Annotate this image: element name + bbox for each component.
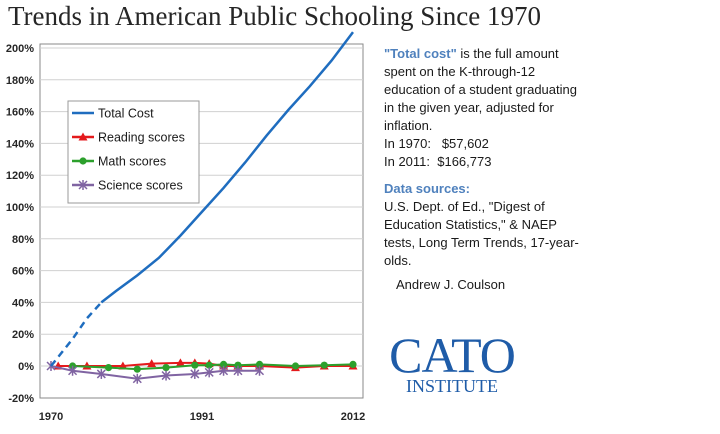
data-point (191, 361, 199, 369)
data-point (219, 365, 229, 376)
y-tick-label: 120% (6, 170, 34, 182)
x-tick-label: 1970 (39, 411, 63, 423)
data-point (233, 365, 243, 376)
logo-wordmark: CATO (389, 327, 516, 383)
series-line-dashed (50, 301, 103, 367)
sources-heading: Data sources: (384, 181, 470, 196)
data-point (349, 360, 357, 369)
series-line (50, 365, 260, 380)
series-line (72, 363, 354, 371)
total-cost-description: "Total cost" is the full amount spent on… (384, 45, 584, 135)
description-panel: "Total cost" is the full amount spent on… (384, 45, 584, 294)
y-tick-label: 140% (6, 138, 34, 150)
total-cost-definition: is the full amount spent on the K-throug… (384, 46, 577, 133)
y-tick-label: 180% (6, 75, 34, 87)
line-chart: 200% 180% 160% 140% 120% 100% 80% 60% 40% 20% 0% -2… (6, 31, 365, 423)
x-tick-label: 1991 (190, 411, 214, 423)
data-point (162, 363, 170, 372)
page-title: Trends in American Public Schooling Sinc… (8, 1, 541, 31)
sources-text: U.S. Dept. of Ed., "Digest of Education … (384, 199, 579, 268)
legend-label: Reading scores (98, 131, 185, 145)
y-tick-label: 0% (18, 361, 34, 373)
data-point (205, 361, 213, 369)
legend-label: Total Cost (98, 107, 154, 121)
legend-label: Math scores (98, 155, 166, 169)
logo-subtitle: INSTITUTE (406, 376, 498, 396)
legend-label: Science scores (98, 179, 183, 193)
plot-area (39, 43, 364, 399)
x-tick-label: 2012 (341, 411, 365, 423)
data-point (133, 365, 141, 373)
x-axis-labels: 1970 1991 2012 (39, 411, 365, 423)
data-point (132, 373, 142, 384)
total-cost-term: "Total cost" (384, 46, 457, 61)
data-point (320, 361, 328, 369)
data-point (68, 365, 78, 376)
data-point (147, 359, 157, 368)
y-tick-label: 100% (6, 202, 34, 214)
data-point (219, 360, 228, 369)
data-point (234, 361, 242, 369)
data-point (255, 360, 264, 369)
data-point (161, 370, 171, 381)
data-point (204, 367, 214, 378)
legend: Total Cost Reading scores Math scores Scien… (67, 100, 200, 204)
data-point (291, 362, 300, 370)
y-tick-label: 200% (6, 43, 34, 55)
data-point (78, 180, 88, 190)
series-group (46, 31, 358, 384)
data-point (96, 368, 106, 379)
data-point (78, 132, 88, 141)
author-name: Andrew J. Coulson (396, 277, 506, 292)
y-tick-label: -20% (8, 393, 34, 405)
y-tick-label: 20% (12, 329, 34, 341)
cost-2011: In 2011: $166,773 (384, 154, 492, 169)
y-axis-labels: 200% 180% 160% 140% 120% 100% 80% 60% 40% 20% 0% -2… (6, 43, 34, 405)
data-point (104, 363, 113, 372)
cost-1970: In 1970: $57,602 (384, 136, 489, 151)
cato-institute-logo: CATO INSTITUTE (388, 330, 516, 398)
data-point (175, 358, 185, 367)
data-point (79, 157, 87, 165)
y-tick-label: 160% (6, 107, 34, 119)
y-tick-label: 80% (12, 234, 34, 246)
y-tick-label: 40% (12, 297, 34, 309)
data-point (254, 365, 265, 376)
series-line (100, 31, 354, 304)
y-tick-label: 60% (12, 266, 34, 278)
data-point (190, 368, 200, 379)
